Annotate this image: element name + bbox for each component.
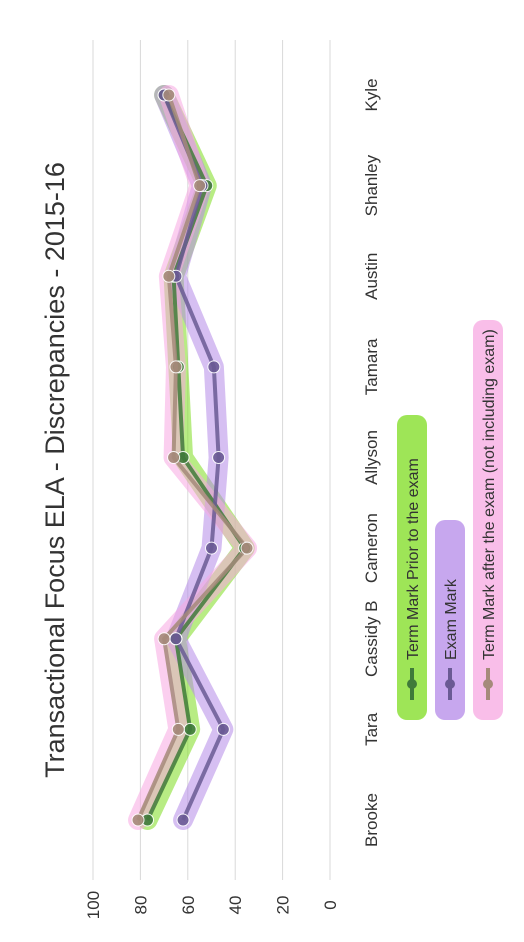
- data-point: [207, 360, 221, 374]
- data-point: [240, 541, 254, 555]
- data-point: [183, 722, 197, 736]
- chart-title: Transactional Focus ELA - Discrepancies …: [40, 162, 70, 778]
- data-point: [171, 722, 185, 736]
- series-lines: [131, 88, 254, 827]
- value-tick-label: 60: [179, 896, 198, 915]
- legend-marker: [407, 679, 417, 689]
- data-point: [162, 269, 176, 283]
- legend-label: Term Mark Prior to the exam: [405, 458, 422, 660]
- data-point: [193, 179, 207, 193]
- category-tick-label: Tara: [362, 712, 381, 746]
- data-point: [216, 722, 230, 736]
- category-tick-label: Cameron: [362, 513, 381, 583]
- legend-label: Exam Mark: [443, 578, 460, 660]
- category-tick-label: Shanley: [362, 154, 381, 216]
- data-point: [131, 813, 145, 827]
- legend-marker: [445, 679, 455, 689]
- data-point: [169, 360, 183, 374]
- data-point: [169, 632, 183, 646]
- legend-highlight: [397, 415, 427, 720]
- value-tick-label: 100: [84, 891, 103, 919]
- data-point: [167, 451, 181, 464]
- axes: 0 20 40 60 80 100 Brooke Tara Cassidy B Cameron Al…: [84, 78, 381, 919]
- legend-highlight: [435, 520, 465, 720]
- value-tick-label: 40: [226, 896, 245, 915]
- category-tick-label: Allyson: [362, 430, 381, 485]
- data-point: [162, 88, 176, 102]
- legend: Term Mark Prior to the exam Exam Mark Term…: [397, 320, 503, 720]
- category-tick-label: Austin: [362, 253, 381, 300]
- data-point: [176, 813, 190, 827]
- category-tick-label: Tamara: [362, 338, 381, 395]
- value-tick-label: 0: [321, 900, 340, 909]
- category-tick-label: Kyle: [362, 78, 381, 111]
- category-tick-label: Cassidy B: [362, 600, 381, 677]
- data-point: [157, 632, 171, 646]
- legend-highlight: [473, 320, 503, 720]
- data-point: [212, 451, 226, 464]
- data-point: [205, 541, 218, 555]
- legend-label: Term Mark after the exam (not including …: [481, 329, 498, 660]
- legend-marker: [483, 679, 493, 689]
- value-tick-label: 20: [274, 896, 293, 915]
- value-tick-label: 80: [131, 896, 150, 915]
- category-tick-label: Brooke: [362, 793, 381, 847]
